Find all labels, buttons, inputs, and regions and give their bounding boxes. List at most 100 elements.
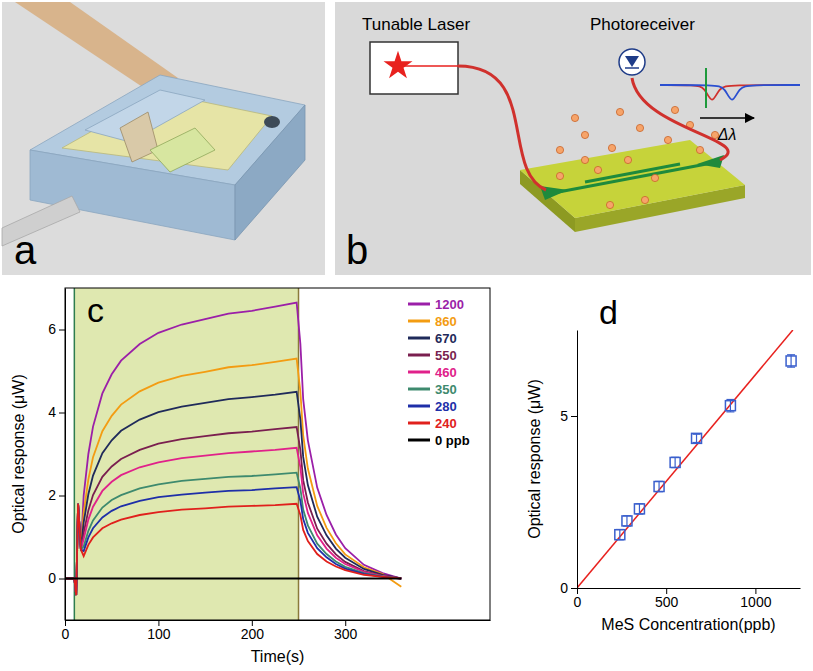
- tick: 2: [48, 487, 65, 503]
- error-bar: [671, 457, 679, 467]
- shift-label: Δλ: [717, 126, 737, 143]
- analyte-molecule: [651, 174, 658, 181]
- tick-label: 4: [48, 404, 56, 420]
- error-bar-stem: [626, 516, 627, 526]
- plot-frame: [65, 288, 490, 620]
- probe-wavelength: [705, 68, 707, 108]
- panel-c: 01002003000246Time(s)Optical response (μ…: [10, 288, 491, 665]
- x-axis: 0 500 1000: [574, 588, 801, 610]
- tick: 0: [48, 570, 65, 586]
- panel-b: Tunable LaserPhotoreceiverΔλb: [335, 2, 811, 275]
- chip-top: [520, 140, 745, 218]
- x-axis: 0 100 200 300: [62, 620, 491, 642]
- tick-mark: [59, 496, 65, 497]
- tick: 6: [48, 321, 65, 337]
- series-line: [65, 359, 401, 596]
- fiber-out: [632, 78, 728, 160]
- exposure-band: [74, 288, 298, 620]
- x-axis-title: Time(s): [251, 648, 305, 665]
- y-axis: 0 2 4 6: [48, 289, 65, 621]
- series-line: [65, 487, 401, 595]
- panel-d: 0500100005MeS Concentration(ppb)Optical …: [526, 293, 801, 633]
- analyte-molecule: [556, 172, 563, 179]
- legend-swatch: [408, 388, 430, 391]
- error-bar-stem: [658, 481, 659, 491]
- photodiode: [619, 49, 645, 75]
- error-bar-cap: [787, 354, 795, 355]
- analyte-molecule: [624, 156, 631, 163]
- tick-mark: [59, 330, 65, 331]
- taper-out: [697, 155, 724, 168]
- x-axis-title: MeS Concentration(ppb): [601, 616, 775, 633]
- plot-area: [577, 330, 796, 588]
- data-point: [634, 504, 644, 514]
- tick: 500: [655, 588, 679, 610]
- analyte-molecule: [636, 124, 643, 131]
- tick-mark: [59, 579, 65, 580]
- tick-label: 1000: [740, 594, 771, 610]
- series-line: [65, 427, 401, 595]
- legend-swatch: [408, 354, 430, 357]
- error-bar-cap: [726, 411, 734, 412]
- axis-line: [66, 620, 491, 621]
- series-line: [65, 448, 401, 595]
- error-bar-stem: [675, 457, 676, 467]
- tick-label: 2: [48, 487, 56, 503]
- sensor-window: [150, 128, 215, 172]
- y-axis: 05: [560, 331, 577, 596]
- y-axis-title: Optical response (μW): [526, 379, 543, 538]
- tick-label: 5: [560, 408, 568, 424]
- analyte-molecule: [696, 146, 703, 153]
- analyte-molecule: [608, 144, 615, 151]
- analyte-molecule: [671, 106, 678, 113]
- series-line: [65, 392, 401, 595]
- exposure-start: [74, 288, 76, 620]
- error-bar-stem: [639, 504, 640, 514]
- tick-label: 0: [560, 580, 568, 596]
- axis-line: [65, 289, 66, 621]
- data-point: [654, 482, 664, 492]
- panel-label: c: [87, 291, 104, 329]
- tick-label: 0: [574, 594, 582, 610]
- spectrum-blue: [660, 85, 800, 100]
- legend-label: 860: [435, 314, 457, 329]
- panel-label: d: [599, 293, 618, 331]
- legend-swatch: [408, 439, 430, 442]
- background: [0, 0, 813, 671]
- legend-label: 550: [435, 348, 457, 363]
- legend-label: 350: [435, 382, 457, 397]
- waveguide: [548, 162, 717, 194]
- port-hole: [264, 116, 280, 128]
- figure: aTunable LaserPhotoreceiverΔλb0100200300…: [0, 0, 813, 671]
- legend-label: 460: [435, 365, 457, 380]
- data-point: [692, 433, 702, 443]
- error-bar-stem: [696, 434, 697, 442]
- error-bar-cap: [787, 367, 795, 368]
- legend-swatch: [408, 371, 430, 374]
- legend-swatch: [408, 303, 430, 306]
- axis-line: [578, 588, 801, 589]
- data-point: [622, 516, 632, 526]
- fit-line: [577, 330, 793, 588]
- error-bar-stem: [619, 530, 620, 540]
- shift-arrow: [700, 117, 754, 119]
- legend-label: 670: [435, 331, 457, 346]
- tick: 0: [62, 620, 70, 642]
- tick: 1000: [740, 588, 771, 610]
- analyte-molecule: [594, 166, 601, 173]
- series-line: [65, 504, 401, 595]
- tick: 200: [241, 620, 265, 642]
- legend-swatch: [408, 422, 430, 425]
- legend-swatch: [408, 405, 430, 408]
- error-bar: [787, 355, 795, 367]
- analyte-molecule: [581, 131, 588, 138]
- tick-label: 300: [334, 626, 358, 642]
- tick-label: 0: [62, 626, 70, 642]
- data-point: [786, 356, 796, 366]
- data-point: [670, 457, 680, 467]
- tick: 0: [574, 588, 582, 610]
- tick: 100: [147, 620, 171, 642]
- laser-box: [370, 42, 458, 94]
- legend-label: 280: [435, 399, 457, 414]
- error-bar-cap: [726, 399, 734, 400]
